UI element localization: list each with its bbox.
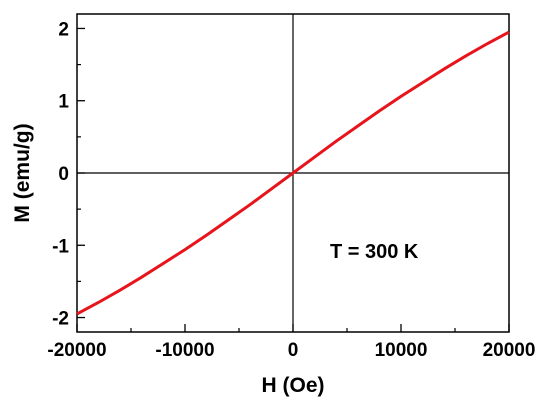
x-axis-label: H (Oe) [262,374,325,397]
series-line-magnetization [76,30,510,316]
y-tick-label: 1 [58,92,69,113]
y-tick-label: -1 [52,236,69,257]
axis-ticks [76,27,510,332]
y-axis-label: M (emu/g) [11,123,34,222]
x-tick-label: -20000 [47,340,106,361]
axis-tick-labels: -20000 -10000 0 10000 20000 -2 -1 0 1 2 [47,19,535,361]
y-tick-label: -2 [52,309,69,330]
annotation-temperature: T = 300 K [330,241,419,263]
x-tick-label: 10000 [375,340,428,361]
x-tick-label: 20000 [483,340,536,361]
y-tick-label: 0 [58,164,69,185]
x-tick-label: -10000 [155,340,214,361]
x-tick-label: 0 [288,340,299,361]
y-tick-label: 2 [58,19,69,40]
